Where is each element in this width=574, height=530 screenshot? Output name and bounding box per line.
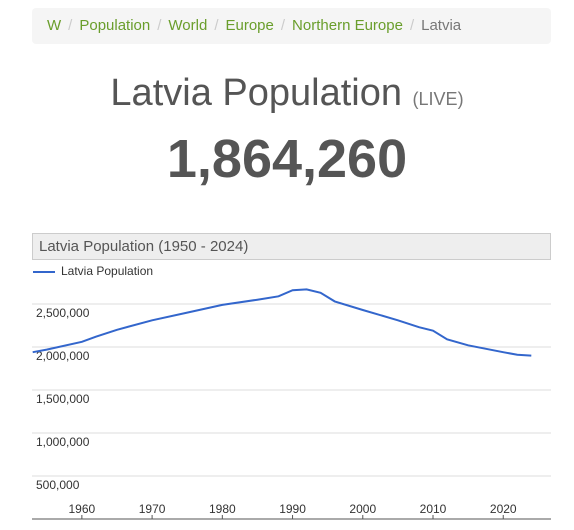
- title-text: Latvia Population: [110, 72, 402, 114]
- x-tick-label: 1960: [69, 502, 96, 516]
- y-tick-label: 1,000,000: [36, 435, 90, 449]
- x-tick-label: 2000: [349, 502, 376, 516]
- live-tag: (LIVE): [412, 89, 464, 109]
- legend-label: Latvia Population: [61, 264, 153, 278]
- breadcrumb: WPopulationWorldEuropeNorthern EuropeLat…: [32, 8, 551, 44]
- breadcrumb-item[interactable]: World: [150, 17, 207, 34]
- chart-title: Latvia Population (1950 - 2024): [32, 233, 551, 260]
- data-line: [32, 288, 532, 357]
- breadcrumb-item[interactable]: Europe: [207, 17, 274, 34]
- x-tick-label: 1990: [279, 502, 306, 516]
- x-tick-label: 1970: [139, 502, 166, 516]
- breadcrumb-item[interactable]: Northern Europe: [274, 17, 403, 34]
- x-tick-label: 2020: [490, 502, 517, 516]
- population-counter: 1,864,260: [166, 129, 408, 189]
- x-tick-label: 1980: [209, 502, 236, 516]
- y-tick-label: 2,000,000: [36, 349, 90, 363]
- x-tick-label: 2010: [420, 502, 447, 516]
- y-tick-label: 2,500,000: [36, 306, 90, 320]
- y-tick-label: 500,000: [36, 478, 80, 492]
- breadcrumb-item[interactable]: Population: [61, 17, 150, 34]
- breadcrumb-item: Latvia: [403, 17, 461, 34]
- breadcrumb-item[interactable]: W: [47, 17, 62, 34]
- page-title: Latvia Population (LIVE): [0, 72, 574, 115]
- y-tick-label: 1,500,000: [36, 392, 90, 406]
